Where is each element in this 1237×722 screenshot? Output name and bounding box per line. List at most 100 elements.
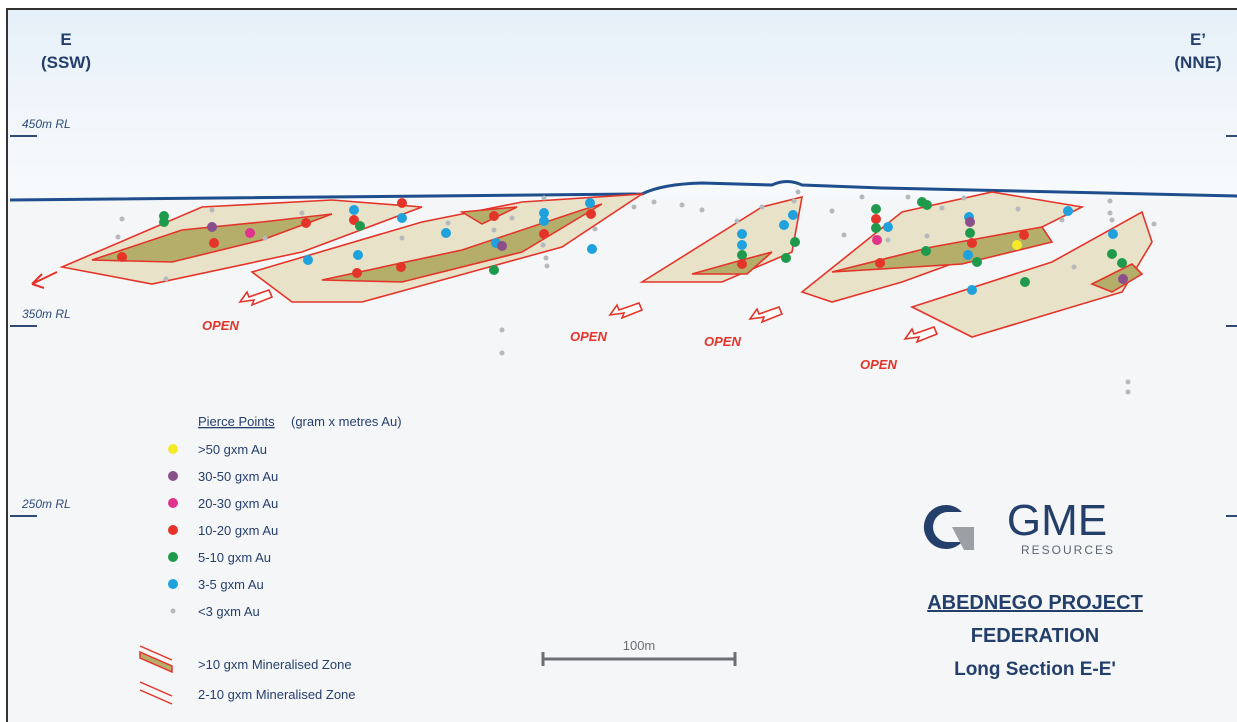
right-end-direction: (NNE) [1174,53,1221,72]
legend-label-20-30-gxm-au: 20-30 gxm Au [198,496,278,511]
pierce-point [441,228,451,238]
pierce-point [1019,230,1029,240]
pierce-point [885,237,891,243]
rl-label-350: 350m RL [22,307,71,321]
pierce-point [509,215,515,221]
pierce-point [540,242,546,248]
left-end-direction: (SSW) [41,53,91,72]
pierce-point [1059,217,1065,223]
pierce-point [905,194,911,200]
low-grade-zones [59,191,1153,338]
pierce-point [119,216,125,222]
legend: Pierce Points (gram x metres Au) >50 gxm… [139,414,402,705]
pierce-point [491,227,497,233]
legend-label-10-20-gxm-au: 10-20 gxm Au [198,523,278,538]
pierce-point [871,204,881,214]
pierce-point [499,350,505,356]
pierce-point [1109,217,1115,223]
pierce-point [1107,249,1117,259]
high-grade-zones [91,203,1144,293]
pierce-point [1118,274,1128,284]
open-arrow-5 [903,325,939,344]
pierce-point [651,199,657,205]
pierce-point [1151,221,1157,227]
pierce-point [349,205,359,215]
pierce-point [781,253,791,263]
pierce-point [1020,277,1030,287]
pierce-point [159,217,169,227]
pierce-point [1063,206,1073,216]
open-arrow-3 [608,301,644,320]
pierce-point [967,285,977,295]
pierce-point [788,210,798,220]
pierce-point [115,234,121,240]
left-end-letter: E [60,30,71,49]
legend-zone-low-label: 2-10 gxm Mineralised Zone [198,687,356,702]
legend-dot-20-30-gxm-au [168,498,178,508]
ground-surface-line [9,180,1237,202]
pierce-point [587,244,597,254]
pierce-point [299,210,305,216]
open-label-2: OPEN [570,329,607,344]
legend-zone-low: 2-10 gxm Mineralised Zone [139,681,356,705]
pierce-point [117,252,127,262]
legend-label-30-50-gxm-au: 30-50 gxm Au [198,469,278,484]
pierce-point [301,218,311,228]
pierce-point [592,226,598,232]
pierce-point [859,194,865,200]
pierce-point [1012,240,1022,250]
pierce-point [399,235,405,241]
legend-title: Pierce Points [198,414,275,429]
pierce-point [1125,379,1131,385]
pierce-point [353,250,363,260]
pierce-point [541,195,547,201]
pierce-point [737,229,747,239]
right-end-letter: E’ [1190,30,1206,49]
legend-dot-3-5-gxm-au [168,579,178,589]
project-title-line3: Long Section E-E' [954,659,1116,680]
legend-label-3-gxm-au: <3 gxm Au [198,604,260,619]
project-title-line2: FEDERATION [971,625,1100,647]
pierce-point [679,202,685,208]
pierce-point [585,198,595,208]
pierce-point [699,207,705,213]
pierce-point [497,241,507,251]
company-logo: GME RESOURCES [923,496,1115,557]
scale-bar-label: 100m [623,638,656,653]
logo-subtitle: RESOURCES [1021,543,1115,557]
legend-zone-high-edge [139,645,173,661]
low-zone-5 [909,210,1153,338]
pierce-point [795,189,801,195]
legend-zone-high: >10 gxm Mineralised Zone [139,645,352,674]
project-title-line1: ABEDNEGO PROJECT [927,592,1143,614]
pierce-point [245,228,255,238]
legend-label-50-gxm-au: >50 gxm Au [198,442,267,457]
legend-dot-30-50-gxm-au [168,471,178,481]
pierce-point [207,222,217,232]
scale-bar: 100m [541,638,737,666]
legend-title-suffix: (gram x metres Au) [291,414,402,429]
rl-label-450: 450m RL [22,117,71,131]
pierce-point [790,237,800,247]
pierce-point [499,327,505,333]
legend-label-5-10-gxm-au: 5-10 gxm Au [198,550,271,565]
pierce-point [841,232,847,238]
legend-dot-5-10-gxm-au [168,552,178,562]
legend-label-3-5-gxm-au: 3-5 gxm Au [198,577,264,592]
legend-dot-10-20-gxm-au [168,525,178,535]
pierce-point [791,198,797,204]
pierce-point [1125,389,1131,395]
pierce-point [355,221,365,231]
legend-zone-high-swatch [139,650,173,674]
pierce-point [397,198,407,208]
pierce-point [829,208,835,214]
pierce-points [115,189,1157,395]
pierce-point [539,216,549,226]
pierce-point [539,229,549,239]
pierce-point [1071,264,1077,270]
logo-mark-icon [923,505,962,549]
long-section-figure: E (SSW) E’ (NNE) 450m RL 350m RL 250m RL… [6,8,1237,722]
pierce-point [262,235,268,241]
pierce-point [965,217,975,227]
pierce-point [1107,198,1113,204]
